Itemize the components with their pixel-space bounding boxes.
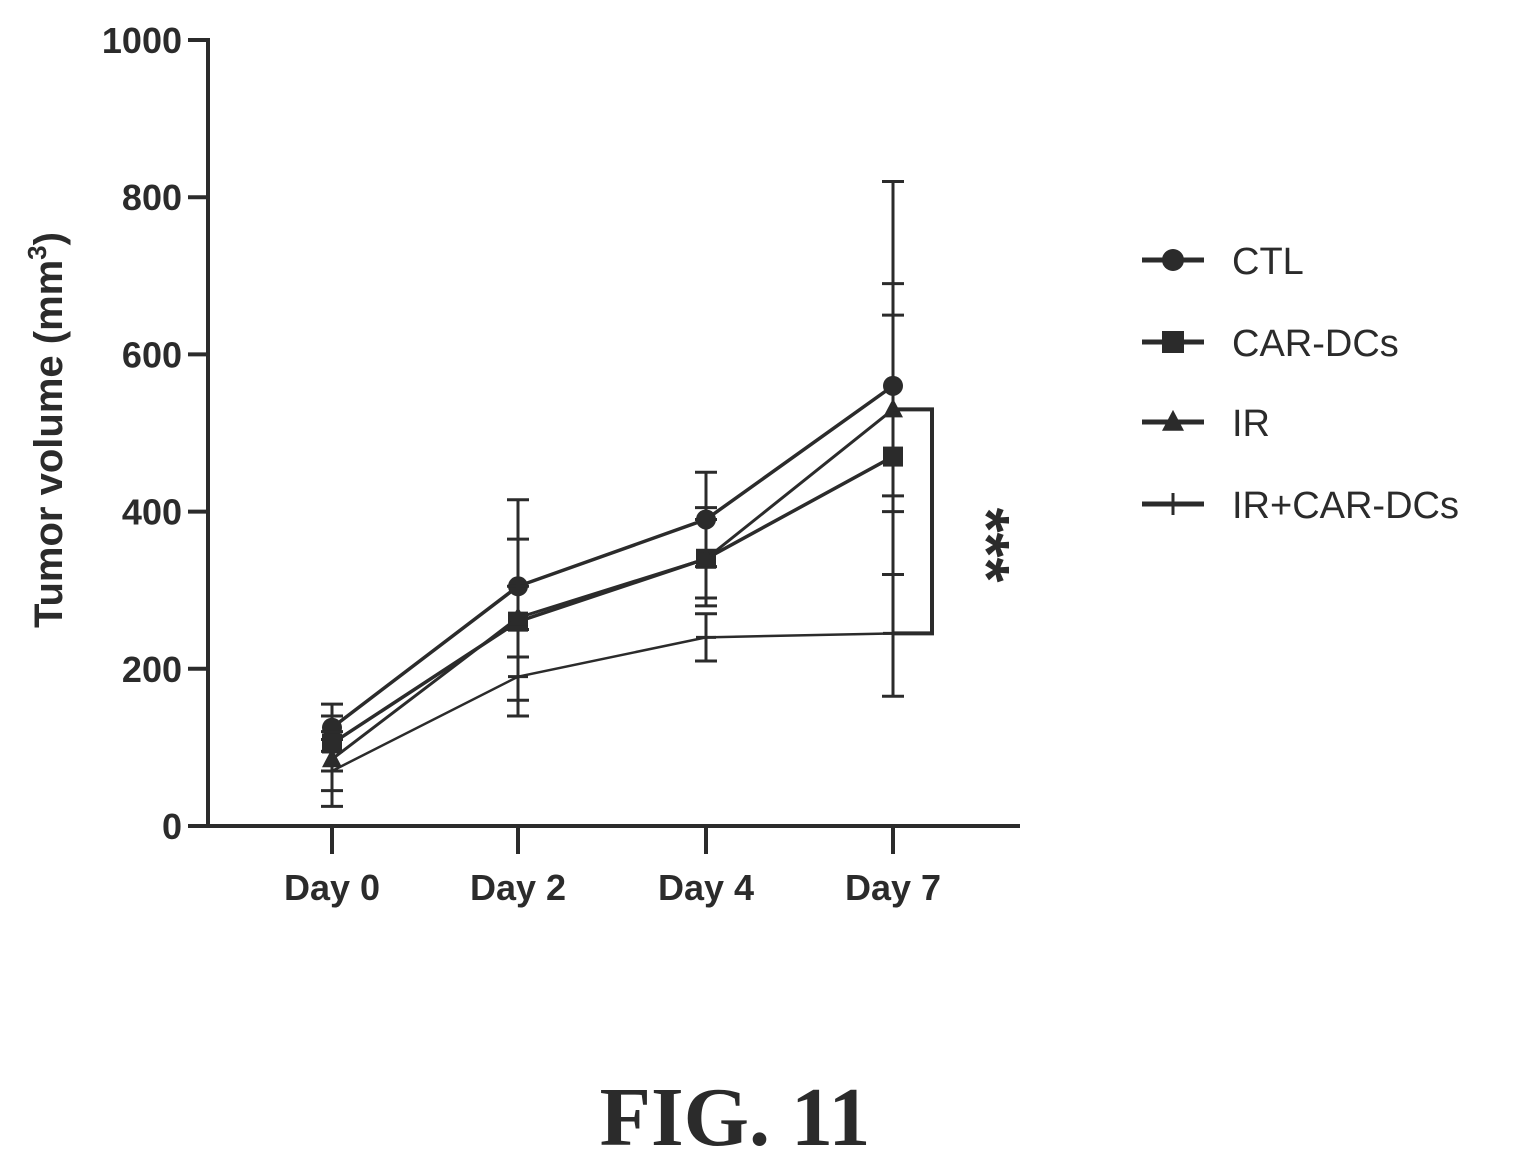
figure-caption: FIG. 11 bbox=[600, 1071, 871, 1164]
legend-item: IR+CAR-DCs bbox=[1142, 485, 1459, 527]
series-line-CAR-DCs bbox=[331, 455, 894, 745]
y-tick-label: 400 bbox=[122, 492, 182, 533]
legend-marker-cross bbox=[1162, 493, 1184, 515]
data-point bbox=[322, 760, 342, 781]
series-line-IR bbox=[331, 408, 894, 761]
legend-item: CTL bbox=[1142, 241, 1304, 283]
y-tick-label: 800 bbox=[122, 177, 182, 218]
data-point bbox=[508, 666, 528, 687]
y-tick-label: 1000 bbox=[102, 20, 182, 61]
series-line-IR+CAR-DCs bbox=[331, 632, 894, 773]
y-axis-title: Tumor volume (mm3) bbox=[22, 232, 71, 628]
series-line-CTL bbox=[330, 384, 895, 730]
legend-label: CTL bbox=[1232, 241, 1304, 283]
y-axis-title-superscript: 3 bbox=[22, 245, 52, 259]
data-point bbox=[696, 627, 716, 648]
y-tick-label: 0 bbox=[162, 806, 182, 847]
y-tick-label: 600 bbox=[122, 334, 182, 375]
legend-item: IR bbox=[1142, 403, 1270, 445]
legend-label: CAR-DCs bbox=[1232, 323, 1399, 365]
y-axis-title-close: ) bbox=[27, 232, 71, 245]
legend-label: IR+CAR-DCs bbox=[1232, 485, 1459, 527]
data-point bbox=[508, 606, 528, 626]
legend-marker-circle bbox=[1162, 249, 1184, 271]
data-point bbox=[696, 547, 716, 567]
x-tick-label: Day 2 bbox=[470, 867, 566, 908]
x-tick-label: Day 4 bbox=[658, 867, 754, 908]
y-tick-label: 200 bbox=[122, 649, 182, 690]
annotation-significance: *** bbox=[951, 508, 1023, 583]
x-tick-label: Day 7 bbox=[845, 867, 941, 908]
legend: CTL CAR-DCs IR IR+CAR-DCs bbox=[1142, 241, 1459, 527]
legend-label: IR bbox=[1232, 403, 1270, 445]
significance-bracket bbox=[893, 407, 934, 636]
plot-area: 0 200 400 600 800 1000 Day 0 Day 2 Day 4 Day 7 bbox=[102, 20, 1020, 908]
legend-item: CAR-DCs bbox=[1142, 323, 1399, 365]
x-tick-label: Day 0 bbox=[284, 867, 380, 908]
legend-marker-square bbox=[1162, 331, 1184, 353]
legend-marker-triangle bbox=[1162, 409, 1184, 431]
